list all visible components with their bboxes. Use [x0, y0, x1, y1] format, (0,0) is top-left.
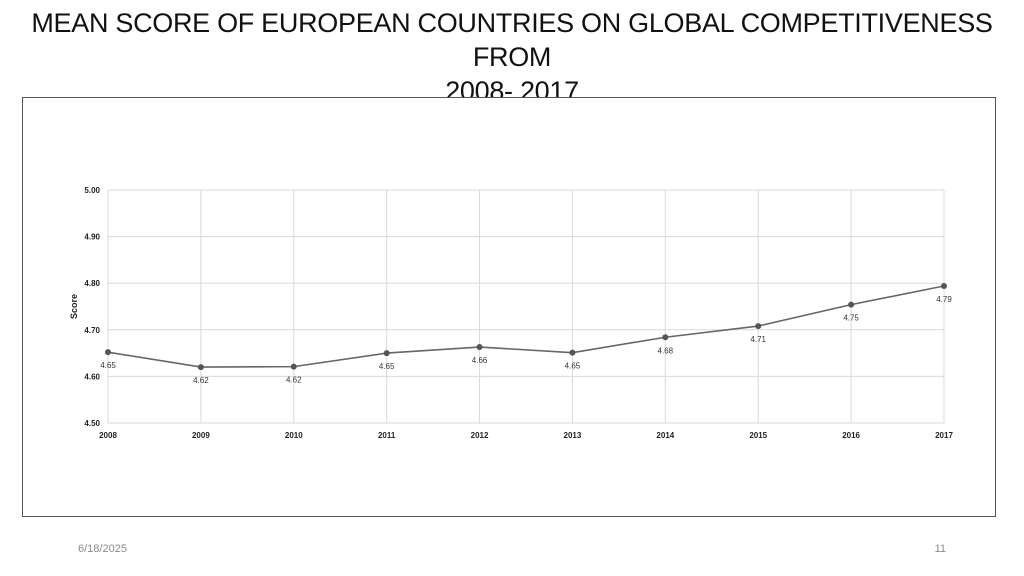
data-label: 4.71 [750, 335, 766, 344]
series-line [107, 285, 945, 368]
x-tick-label: 2013 [564, 431, 582, 440]
x-tick-label: 2012 [471, 431, 489, 440]
footer-page-number: 11 [934, 543, 946, 555]
data-point [569, 349, 576, 356]
y-tick-label: 4.50 [84, 419, 100, 428]
x-tick-label: 2011 [378, 431, 396, 440]
data-point [383, 350, 390, 357]
data-point [105, 349, 111, 356]
y-tick-label: 4.80 [84, 279, 100, 288]
data-point [290, 363, 297, 370]
x-tick-label: 2015 [749, 431, 767, 440]
x-tick-label: 2016 [842, 431, 860, 440]
data-point [476, 344, 483, 351]
data-label: 4.79 [936, 295, 952, 304]
data-point [662, 334, 669, 341]
x-tick-label: 2009 [192, 431, 210, 440]
x-tick-label: 2014 [656, 431, 674, 440]
data-point [197, 364, 204, 371]
data-point [941, 282, 947, 289]
x-tick-label: 2010 [285, 431, 303, 440]
y-tick-label: 5.00 [84, 186, 100, 195]
y-tick-label: 4.60 [84, 372, 100, 381]
data-label: 4.65 [100, 361, 116, 370]
data-label: 4.65 [379, 362, 395, 371]
y-tick-label: 4.70 [84, 326, 100, 335]
data-label: 4.65 [565, 362, 581, 371]
slide-title: MEAN SCORE OF EUROPEAN COUNTRIES ON GLOB… [0, 6, 1024, 108]
slide-title-line-1: MEAN SCORE OF EUROPEAN COUNTRIES ON GLOB… [31, 8, 993, 72]
y-axis-title: Score [69, 294, 79, 319]
data-label: 4.68 [658, 346, 674, 355]
x-tick-label: 2008 [99, 431, 117, 440]
footer-date: 6/18/2025 [78, 543, 127, 555]
chart-frame: 4.50 4.60 4.70 4.80 4.90 5.00 2008 2009 2010 2011… [22, 97, 996, 517]
data-point [755, 323, 762, 330]
x-tick-label: 2017 [935, 431, 953, 440]
line-chart: 4.50 4.60 4.70 4.80 4.90 5.00 2008 2009 2010 2011… [69, 186, 953, 440]
data-point [848, 301, 855, 308]
data-label: 4.66 [472, 356, 488, 365]
data-label: 4.62 [193, 376, 209, 385]
y-tick-label: 4.90 [84, 233, 100, 242]
data-label: 4.75 [843, 314, 859, 323]
data-label: 4.62 [286, 376, 302, 385]
